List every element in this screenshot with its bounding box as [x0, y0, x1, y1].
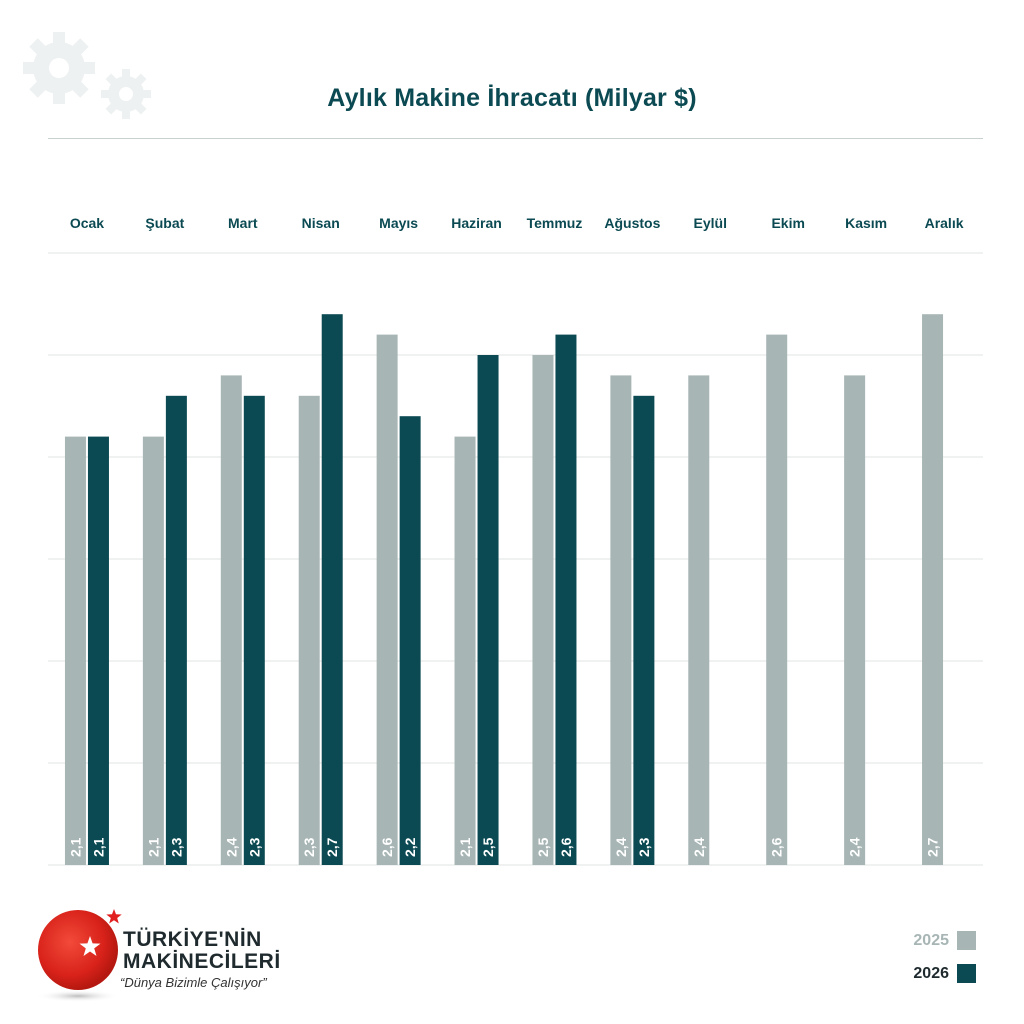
month-label: Şubat	[145, 215, 184, 231]
bar-2026	[243, 395, 265, 865]
month-label: Haziran	[451, 215, 502, 231]
gears-decoration	[23, 32, 151, 119]
month-label: Nisan	[302, 215, 340, 231]
bar-2026	[399, 416, 421, 865]
bar-2026	[633, 395, 655, 865]
bar-value-label: 2,7	[925, 837, 941, 857]
gear-icon	[23, 32, 95, 104]
bar-2025	[844, 375, 866, 865]
bar-value-label: 2,5	[480, 837, 496, 857]
bar-value-label: 2,1	[145, 837, 161, 857]
legend-item-2025: 2025	[913, 931, 976, 950]
legend-label-2026: 2026	[913, 964, 949, 982]
legend-swatch-2026	[957, 964, 976, 983]
title-divider	[48, 138, 983, 139]
logo	[36, 909, 122, 1002]
bar-value-label: 2,3	[246, 837, 262, 857]
bar-value-label: 2,2	[402, 837, 418, 857]
brand-slogan: “Dünya Bizimle Çalışıyor”	[120, 975, 267, 990]
bar-2025	[142, 436, 164, 865]
month-label: Ekim	[771, 215, 804, 231]
bar-value-label: 2,3	[636, 837, 652, 857]
legend-item-2026: 2026	[913, 964, 976, 983]
legend-swatch-2025	[957, 931, 976, 950]
month-label: Aralık	[925, 215, 964, 231]
bar-value-label: 2,4	[223, 837, 239, 857]
turkish-flag-sphere-icon	[36, 909, 122, 1002]
month-label: Temmuz	[527, 215, 583, 231]
bar-2025	[922, 314, 944, 865]
bar-value-label: 2,7	[324, 837, 340, 857]
bar-value-label: 2,3	[168, 837, 184, 857]
month-label: Ocak	[70, 215, 104, 231]
bar-2026	[477, 355, 499, 865]
bar-2026	[555, 334, 577, 866]
bar-value-label: 2,1	[90, 837, 106, 857]
brand-line-1: TÜRKİYE'NİN	[123, 928, 262, 951]
month-label: Eylül	[694, 215, 727, 231]
bar-value-label: 2,6	[379, 837, 395, 857]
bar-value-label: 2,3	[301, 837, 317, 857]
bar-value-label: 2,5	[535, 837, 551, 857]
bar-2025	[454, 436, 476, 865]
bar-2025	[64, 436, 86, 865]
bar-value-label: 2,1	[67, 837, 83, 857]
brand-line-2: MAKİNECİLERİ	[123, 950, 281, 973]
bar-value-label: 2,1	[457, 837, 473, 857]
bar-2025	[298, 395, 320, 865]
bar-2026	[321, 314, 343, 865]
bar-2025	[376, 334, 398, 866]
bar-value-label: 2,6	[769, 837, 785, 857]
chart-title: Aylık Makine İhracatı (Milyar $)	[327, 84, 697, 112]
bar-2026	[87, 436, 109, 865]
bar-2025	[532, 355, 554, 865]
bar-2026	[165, 395, 187, 865]
bar-value-label: 2,4	[613, 837, 629, 857]
bar-2025	[220, 375, 242, 865]
bar-2025	[610, 375, 632, 865]
bar-2025	[766, 334, 788, 866]
month-label: Mayıs	[379, 215, 418, 231]
gear-icon	[101, 69, 151, 119]
month-label: Kasım	[845, 215, 887, 231]
legend-label-2025: 2025	[913, 931, 949, 949]
bar-value-label: 2,6	[558, 837, 574, 857]
month-label: Ağustos	[604, 215, 660, 231]
bar-2025	[688, 375, 710, 865]
bar-value-label: 2,4	[691, 837, 707, 857]
bar-value-label: 2,4	[847, 837, 863, 857]
month-label: Mart	[228, 215, 258, 231]
